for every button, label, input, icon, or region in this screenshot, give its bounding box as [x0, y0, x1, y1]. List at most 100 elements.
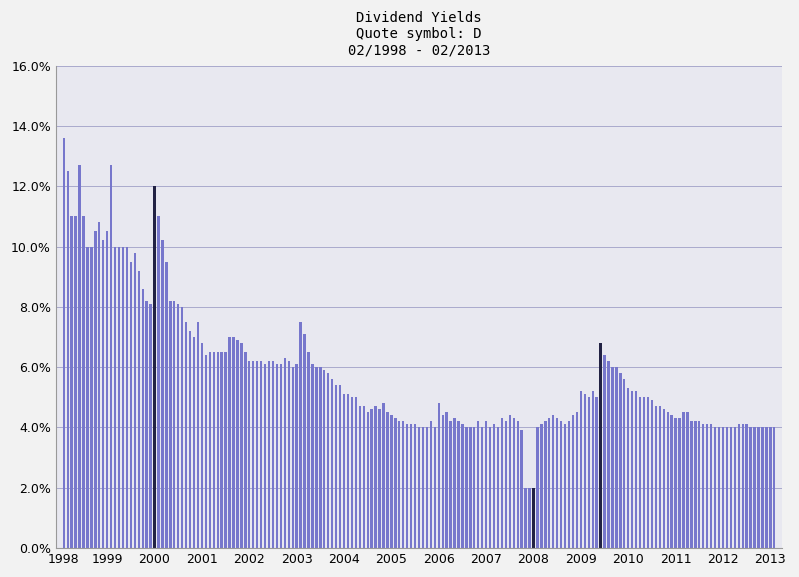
Bar [406, 425, 408, 548]
Bar [137, 271, 140, 548]
Bar [300, 322, 302, 548]
Bar [473, 428, 475, 548]
Bar [394, 418, 396, 548]
Bar [501, 418, 503, 548]
Bar [323, 370, 325, 548]
Bar [264, 364, 266, 548]
Bar [489, 428, 491, 548]
Bar [197, 322, 199, 548]
Bar [457, 421, 459, 548]
Bar [485, 421, 487, 548]
Bar [260, 361, 262, 548]
Bar [579, 391, 582, 548]
Bar [66, 171, 69, 548]
Bar [698, 421, 701, 548]
Bar [528, 488, 531, 548]
Bar [276, 364, 278, 548]
Bar [761, 428, 764, 548]
Bar [225, 352, 227, 548]
Bar [185, 322, 187, 548]
Bar [272, 361, 274, 548]
Bar [646, 398, 649, 548]
Bar [635, 391, 638, 548]
Bar [110, 165, 113, 548]
Bar [536, 428, 539, 548]
Bar [520, 430, 523, 548]
Bar [201, 343, 203, 548]
Bar [145, 301, 148, 548]
Bar [509, 415, 511, 548]
Bar [398, 421, 400, 548]
Bar [576, 413, 578, 548]
Bar [141, 288, 144, 548]
Bar [753, 428, 756, 548]
Bar [627, 388, 630, 548]
Bar [189, 331, 191, 548]
Bar [244, 352, 247, 548]
Bar [465, 428, 467, 548]
Bar [237, 340, 239, 548]
Bar [390, 415, 392, 548]
Bar [363, 406, 365, 548]
Bar [481, 428, 483, 548]
Bar [513, 418, 515, 548]
Bar [327, 373, 329, 548]
Bar [658, 406, 661, 548]
Bar [493, 425, 495, 548]
Bar [205, 355, 207, 548]
Bar [505, 421, 507, 548]
Bar [169, 301, 172, 548]
Bar [765, 428, 768, 548]
Bar [682, 413, 685, 548]
Bar [737, 425, 740, 548]
Bar [430, 421, 432, 548]
Bar [296, 364, 298, 548]
Bar [725, 428, 728, 548]
Bar [288, 361, 290, 548]
Bar [256, 361, 258, 548]
Bar [564, 425, 566, 548]
Bar [568, 421, 570, 548]
Bar [599, 343, 602, 548]
Bar [446, 413, 447, 548]
Bar [639, 398, 642, 548]
Bar [125, 246, 128, 548]
Bar [469, 428, 471, 548]
Bar [371, 409, 373, 548]
Bar [233, 337, 235, 548]
Bar [477, 421, 479, 548]
Bar [643, 398, 646, 548]
Bar [773, 428, 776, 548]
Bar [280, 364, 282, 548]
Bar [524, 488, 527, 548]
Bar [666, 413, 669, 548]
Bar [516, 421, 519, 548]
Bar [611, 367, 614, 548]
Bar [769, 428, 772, 548]
Bar [674, 418, 677, 548]
Title: Dividend Yields
Quote symbol: D
02/1998 - 02/2013: Dividend Yields Quote symbol: D 02/1998 … [348, 11, 491, 58]
Bar [686, 413, 689, 548]
Bar [619, 373, 622, 548]
Bar [721, 428, 724, 548]
Bar [410, 425, 412, 548]
Bar [367, 413, 369, 548]
Bar [335, 385, 337, 548]
Bar [694, 421, 697, 548]
Bar [229, 337, 231, 548]
Bar [355, 398, 357, 548]
Bar [607, 361, 610, 548]
Bar [181, 307, 183, 548]
Bar [710, 425, 712, 548]
Bar [308, 352, 310, 548]
Bar [615, 367, 618, 548]
Bar [268, 361, 270, 548]
Bar [670, 415, 673, 548]
Bar [560, 421, 562, 548]
Bar [449, 421, 451, 548]
Bar [461, 425, 463, 548]
Bar [74, 216, 77, 548]
Bar [90, 246, 93, 548]
Bar [572, 415, 574, 548]
Bar [347, 394, 349, 548]
